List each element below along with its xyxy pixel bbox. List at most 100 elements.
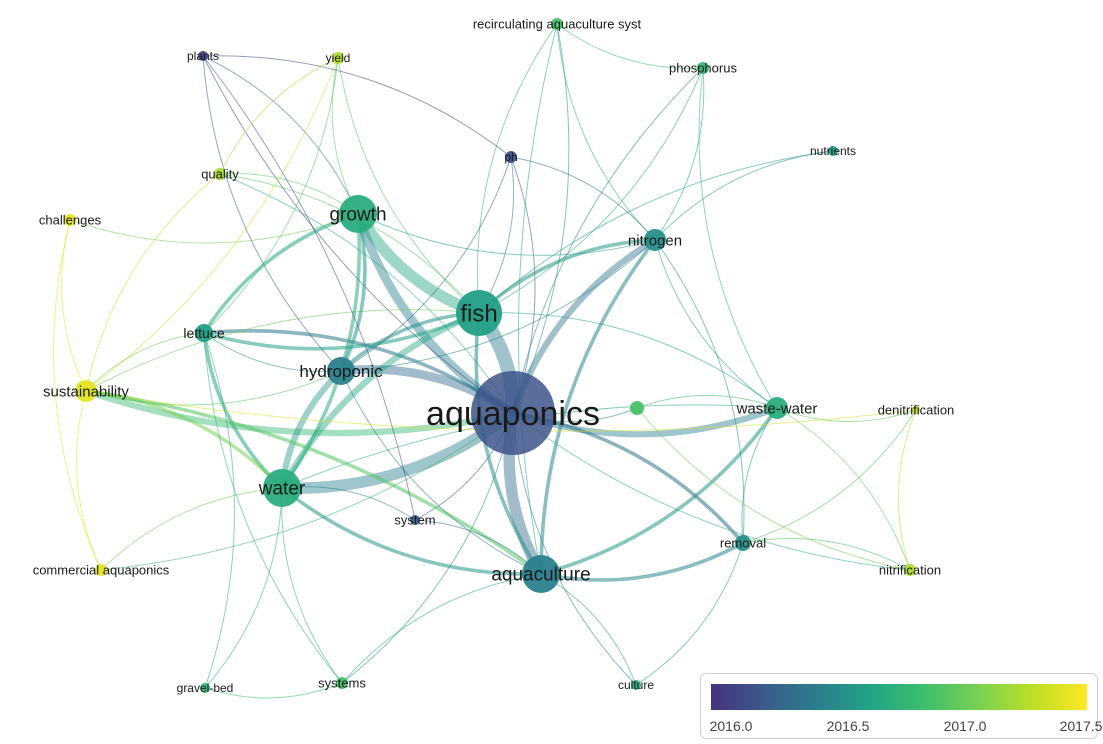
node-aquaculture[interactable] <box>522 555 560 593</box>
edge-ph-hydroponic <box>340 156 512 372</box>
node-yield[interactable] <box>332 52 344 64</box>
node-unlabeled[interactable] <box>630 401 644 415</box>
edge-hydroponic-sustainability <box>85 370 342 406</box>
label-phosphorus: phosphorus <box>669 61 737 76</box>
label-challenges: challenges <box>39 213 102 228</box>
node-removal[interactable] <box>735 535 751 551</box>
node-phosphorus[interactable] <box>697 62 709 74</box>
edge-growth-hydroponic <box>339 213 367 372</box>
edge-aquaponics-quality <box>219 173 514 414</box>
node-growth[interactable] <box>339 195 377 233</box>
label-aquaponics: aquaponics <box>426 395 600 433</box>
edge-aquaculture-systems <box>341 573 542 684</box>
edge-culture-removal <box>635 542 744 686</box>
edge-waste-water-removal <box>741 407 778 544</box>
edge-fish-waste-water <box>478 312 778 409</box>
edge-growth-plants <box>202 55 359 215</box>
edge-aquaculture-hydroponic <box>340 370 542 575</box>
edge-water-gravel-bed <box>204 487 283 689</box>
edge-aquaculture-culture <box>540 573 637 686</box>
edge-plants-system <box>202 55 416 521</box>
node-denitrification[interactable] <box>912 406 920 414</box>
edge-water-aquaculture <box>280 486 542 576</box>
label-removal: removal <box>720 536 766 551</box>
edge-sustainability-yield <box>85 57 339 392</box>
node-system[interactable] <box>410 515 420 525</box>
edges-layer <box>53 23 917 699</box>
edge-aquaponics-systems <box>341 412 514 684</box>
edge-waste-water-nitrification <box>776 407 911 571</box>
node-aquaponics[interactable] <box>471 371 555 455</box>
node-waste-water[interactable] <box>766 397 788 419</box>
node-gravel-bed[interactable] <box>200 683 210 693</box>
node-challenges[interactable] <box>64 214 76 226</box>
label-hydroponic: hydroponic <box>299 362 383 381</box>
node-plants[interactable] <box>198 51 208 61</box>
label-sustainability: sustainability <box>43 383 129 400</box>
label-culture: culture <box>618 678 654 692</box>
edge-lettuce-systems <box>203 332 343 684</box>
label-nitrogen: nitrogen <box>628 232 682 249</box>
node-quality[interactable] <box>214 168 226 180</box>
edge-aquaponics-nitrification <box>512 412 911 571</box>
label-plants: plants <box>187 49 219 63</box>
scale-tick: 2016.5 <box>826 718 870 734</box>
edge-systems-gravel-bed <box>204 682 343 699</box>
edge-aquaponics-plants <box>202 55 514 414</box>
edge-hydroponic-nitrogen <box>340 239 656 372</box>
node-ph[interactable] <box>505 151 517 163</box>
edge-yield-quality <box>219 57 339 175</box>
edge-nitrogen-nutrients <box>654 150 834 241</box>
edge-fish-nutrients <box>478 150 834 314</box>
edge-aquaculture-removal <box>540 541 744 582</box>
node-nutrients[interactable] <box>828 146 838 156</box>
label-quality: quality <box>201 167 239 182</box>
edge-unlabeled-nitrification <box>636 407 911 571</box>
label-waste-water: waste-water <box>736 400 818 417</box>
node-systems[interactable] <box>336 677 348 689</box>
edge-water-commercial <box>100 487 283 571</box>
edge-aquaponics-phosphorus <box>512 67 704 414</box>
node-recirculating[interactable] <box>551 18 563 30</box>
node-culture[interactable] <box>631 680 641 690</box>
node-nitrification[interactable] <box>904 564 916 576</box>
edge-aquaculture-waste-water <box>540 406 779 576</box>
node-commercial[interactable] <box>95 564 107 576</box>
label-systems: systems <box>318 676 366 691</box>
edge-aquaculture-nitrogen <box>539 238 657 575</box>
edge-growth-challenges <box>69 213 359 244</box>
label-recirculating: recirculating aquaculture syst <box>473 17 642 32</box>
edge-nitrogen-removal <box>654 239 745 544</box>
edge-plants-ph <box>202 55 512 158</box>
edge-waste-water-unlabeled <box>636 394 778 409</box>
edge-growth-nitrogen <box>357 213 656 256</box>
label-nutrients: nutrients <box>810 144 856 158</box>
label-aquaculture: aquaculture <box>491 565 590 586</box>
node-hydroponic[interactable] <box>327 357 355 385</box>
edge-removal-denitrification <box>742 409 917 544</box>
color-gradient-bar <box>711 684 1087 710</box>
label-nitrification: nitrification <box>879 563 941 578</box>
edge-water-systems <box>281 487 343 684</box>
edge-fish-recirculating <box>476 23 558 314</box>
labels-layer: aquaponics fish growth water aquaculture hydr… <box>33 17 955 696</box>
edge-plants-hydroponic <box>202 55 342 372</box>
edge-waste-water-denitrification <box>776 407 917 423</box>
edge-sustainability-lettuce <box>85 332 205 392</box>
node-lettuce[interactable] <box>195 324 213 342</box>
node-nitrogen[interactable] <box>644 229 666 251</box>
node-water[interactable] <box>263 469 301 507</box>
label-fish: fish <box>460 300 497 327</box>
label-commercial: commercial aquaponics <box>33 563 170 578</box>
label-denitrification: denitrification <box>878 403 955 418</box>
edge-fish-lettuce <box>203 311 480 351</box>
edge-waste-water-phosphorus <box>698 67 778 409</box>
edge-aquaponics-commercial <box>100 412 514 571</box>
edge-sustainability-quality <box>85 173 221 392</box>
node-sustainability[interactable] <box>75 380 97 402</box>
label-growth: growth <box>329 205 386 226</box>
node-fish[interactable] <box>456 290 502 336</box>
edge-sustainability-commercial <box>76 390 102 571</box>
edge-nitrogen-recirculating <box>556 23 656 241</box>
edge-yield-lettuce <box>203 57 339 334</box>
